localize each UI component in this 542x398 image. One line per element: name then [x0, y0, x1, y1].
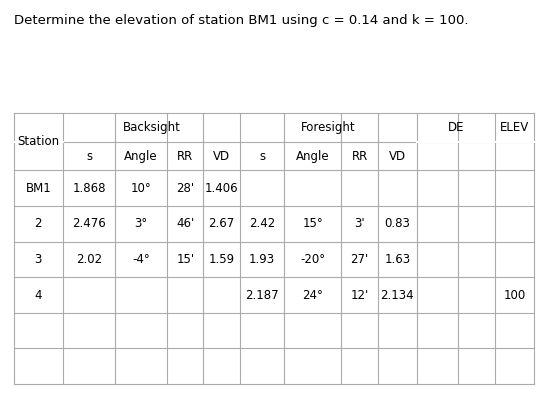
Text: 12': 12'	[351, 289, 369, 302]
Text: 100: 100	[503, 289, 526, 302]
Text: -4°: -4°	[132, 253, 150, 266]
Text: 3: 3	[35, 253, 42, 266]
Text: 1.59: 1.59	[209, 253, 235, 266]
Text: 2.476: 2.476	[72, 217, 106, 230]
Text: 24°: 24°	[302, 289, 323, 302]
Text: 28': 28'	[176, 182, 195, 195]
Text: Angle: Angle	[296, 150, 330, 163]
Text: 2.42: 2.42	[249, 217, 275, 230]
Text: s: s	[259, 150, 265, 163]
Text: 2.187: 2.187	[245, 289, 279, 302]
Text: ELEV: ELEV	[500, 121, 529, 134]
Text: Station: Station	[17, 135, 59, 148]
Text: 27': 27'	[351, 253, 369, 266]
Text: BM1: BM1	[25, 182, 51, 195]
Text: 0.83: 0.83	[384, 217, 410, 230]
Text: Backsight: Backsight	[122, 121, 180, 134]
Text: DE: DE	[448, 121, 464, 134]
Text: Angle: Angle	[124, 150, 158, 163]
Text: 15': 15'	[176, 253, 195, 266]
Text: 3°: 3°	[134, 217, 147, 230]
Text: 2.67: 2.67	[209, 217, 235, 230]
Text: RR: RR	[351, 150, 367, 163]
Text: 1.93: 1.93	[249, 253, 275, 266]
Text: 2.02: 2.02	[76, 253, 102, 266]
Text: 2: 2	[35, 217, 42, 230]
Text: RR: RR	[177, 150, 193, 163]
Text: Foresight: Foresight	[301, 121, 356, 134]
Text: VD: VD	[213, 150, 230, 163]
Text: 15°: 15°	[302, 217, 323, 230]
Text: 46': 46'	[176, 217, 195, 230]
Text: 1.868: 1.868	[72, 182, 106, 195]
Text: VD: VD	[389, 150, 406, 163]
Text: 3': 3'	[354, 217, 365, 230]
Text: -20°: -20°	[300, 253, 325, 266]
Text: 1.63: 1.63	[384, 253, 410, 266]
Text: s: s	[86, 150, 92, 163]
Text: 2.134: 2.134	[380, 289, 414, 302]
Text: 4: 4	[35, 289, 42, 302]
Text: 10°: 10°	[131, 182, 151, 195]
Text: Determine the elevation of station BM1 using c = 0.14 and k = 100.: Determine the elevation of station BM1 u…	[14, 14, 468, 27]
Text: 1.406: 1.406	[205, 182, 238, 195]
